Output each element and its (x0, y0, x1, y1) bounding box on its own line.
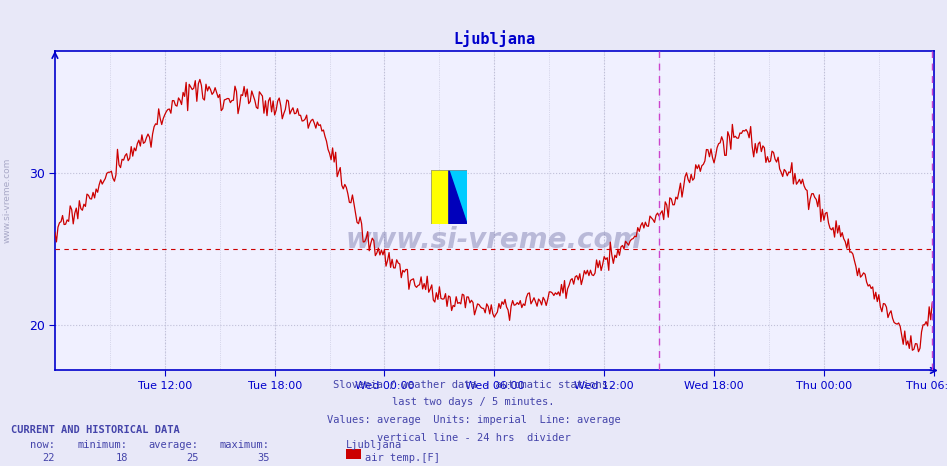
Text: 22: 22 (43, 453, 55, 463)
Text: average:: average: (149, 440, 199, 450)
Text: CURRENT AND HISTORICAL DATA: CURRENT AND HISTORICAL DATA (11, 425, 180, 435)
Text: last two days / 5 minutes.: last two days / 5 minutes. (392, 397, 555, 407)
Text: air temp.[F]: air temp.[F] (365, 453, 439, 463)
Text: www.si-vreme.com: www.si-vreme.com (346, 226, 643, 254)
Polygon shape (449, 170, 467, 224)
Text: 25: 25 (187, 453, 199, 463)
Text: 18: 18 (116, 453, 128, 463)
Text: maximum:: maximum: (220, 440, 270, 450)
Text: now:: now: (30, 440, 55, 450)
Polygon shape (449, 170, 467, 224)
Text: Ljubljana: Ljubljana (346, 440, 402, 450)
Title: Ljubljana: Ljubljana (454, 30, 535, 48)
Text: Values: average  Units: imperial  Line: average: Values: average Units: imperial Line: av… (327, 415, 620, 425)
Text: Slovenia / weather data - automatic stations.: Slovenia / weather data - automatic stat… (333, 380, 614, 390)
Text: vertical line - 24 hrs  divider: vertical line - 24 hrs divider (377, 433, 570, 443)
Text: 35: 35 (258, 453, 270, 463)
Text: www.si-vreme.com: www.si-vreme.com (3, 158, 12, 243)
Text: minimum:: minimum: (78, 440, 128, 450)
